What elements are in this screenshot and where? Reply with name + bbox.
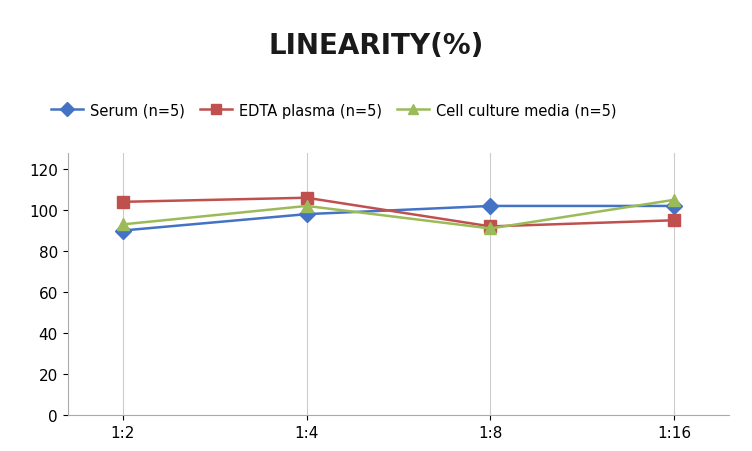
Line: Serum (n=5): Serum (n=5): [117, 201, 680, 236]
Serum (n=5): [302, 212, 311, 217]
Text: LINEARITY(%): LINEARITY(%): [268, 32, 484, 60]
Legend: Serum (n=5), EDTA plasma (n=5), Cell culture media (n=5): Serum (n=5), EDTA plasma (n=5), Cell cul…: [45, 97, 622, 124]
Cell culture media (n=5): [302, 204, 311, 209]
EDTA plasma (n=5): [302, 196, 311, 201]
Line: EDTA plasma (n=5): EDTA plasma (n=5): [117, 193, 680, 232]
EDTA plasma (n=5): [670, 218, 679, 224]
Serum (n=5): [118, 228, 127, 234]
Cell culture media (n=5): [486, 226, 495, 232]
EDTA plasma (n=5): [118, 200, 127, 205]
Serum (n=5): [486, 204, 495, 209]
Cell culture media (n=5): [118, 222, 127, 228]
EDTA plasma (n=5): [486, 224, 495, 230]
Cell culture media (n=5): [670, 198, 679, 203]
Serum (n=5): [670, 204, 679, 209]
Line: Cell culture media (n=5): Cell culture media (n=5): [117, 195, 680, 235]
